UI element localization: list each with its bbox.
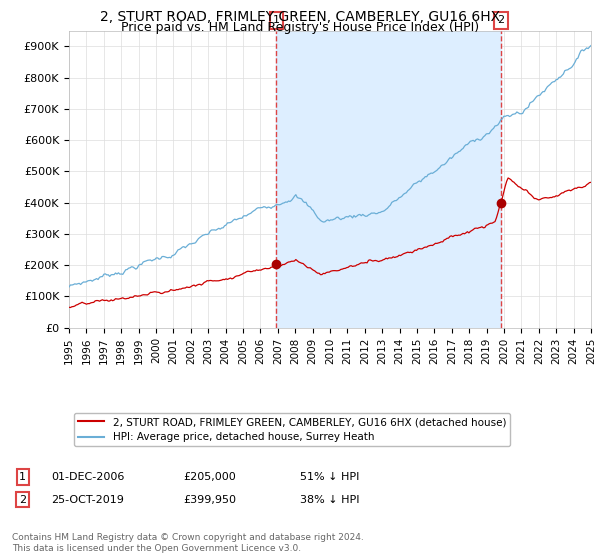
Text: 38% ↓ HPI: 38% ↓ HPI [300, 494, 359, 505]
Text: 25-OCT-2019: 25-OCT-2019 [51, 494, 124, 505]
Text: 2: 2 [19, 494, 26, 505]
Text: 1: 1 [19, 472, 26, 482]
Text: Contains HM Land Registry data © Crown copyright and database right 2024.
This d: Contains HM Land Registry data © Crown c… [12, 533, 364, 553]
Text: £205,000: £205,000 [183, 472, 236, 482]
Bar [277, 31, 500, 328]
Text: 01-DEC-2006: 01-DEC-2006 [51, 472, 124, 482]
Text: £399,950: £399,950 [183, 494, 236, 505]
Text: 51% ↓ HPI: 51% ↓ HPI [300, 472, 359, 482]
Text: 2: 2 [497, 15, 504, 25]
Text: Price paid vs. HM Land Registry's House Price Index (HPI): Price paid vs. HM Land Registry's House … [121, 21, 479, 34]
Text: 2, STURT ROAD, FRIMLEY GREEN, CAMBERLEY, GU16 6HX: 2, STURT ROAD, FRIMLEY GREEN, CAMBERLEY,… [100, 10, 500, 24]
Text: 1: 1 [273, 15, 280, 25]
Legend: 2, STURT ROAD, FRIMLEY GREEN, CAMBERLEY, GU16 6HX (detached house), HPI: Average: 2, STURT ROAD, FRIMLEY GREEN, CAMBERLEY,… [74, 413, 511, 446]
